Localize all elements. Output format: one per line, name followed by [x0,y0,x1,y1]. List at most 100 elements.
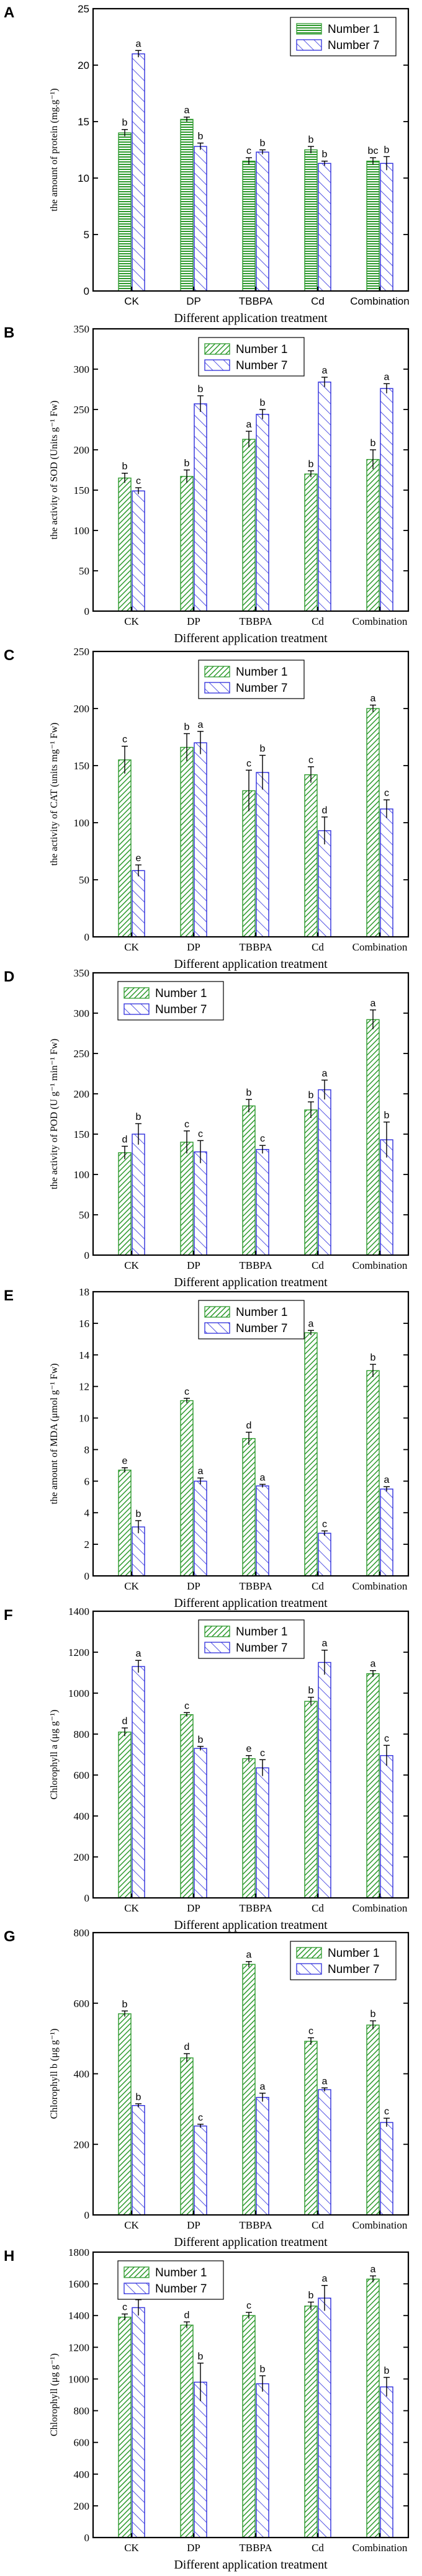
significance-letter: b [198,2351,204,2362]
legend: Number 1 Number 7 [198,1300,305,1339]
y-tick-label: 600 [74,1998,90,2010]
y-tick-label: 50 [79,1209,89,1221]
legend-label-1: Number 1 [328,1947,379,1960]
y-tick-label: 0 [84,285,89,297]
legend-label-1: Number 1 [155,2266,207,2279]
significance-letter: c [184,1119,189,1130]
x-tick-label: Combination [352,2542,408,2554]
legend-label-1: Number 1 [328,23,379,36]
significance-letter: d [246,1420,252,1431]
significance-letter: b [322,150,328,160]
y-tick-label: 400 [74,1810,90,1822]
y-tick-label: 100 [74,817,90,829]
plot-frame [92,650,410,938]
y-tick-label: 1400 [68,1606,89,1617]
significance-letter: b [122,118,128,128]
bar-number-7-cd [318,830,331,937]
y-tick-label: 0 [84,1570,90,1582]
y-tick-label: 5 [84,229,89,241]
significance-letter: b [198,384,204,395]
bar-number-7-combination [380,2122,393,2216]
significance-letter: c [384,2106,389,2117]
y-tick-label: 600 [74,1769,90,1781]
x-tick-label: CK [124,1259,139,1271]
y-tick-label: 200 [74,1088,90,1100]
bar-number-1-ck [118,477,132,612]
legend-label-2: Number 7 [236,1642,287,1655]
x-tick-label: TBBPA [239,1902,272,1914]
legend-swatch-1 [123,987,150,999]
y-axis-label: the activity of SOD (Units g⁻¹ Fw) [49,401,60,540]
legend-swatch-1 [296,1947,322,1959]
significance-letter: a [246,419,252,430]
legend-swatch-2 [204,1642,230,1653]
significance-letter: b [308,1686,314,1696]
y-tick-label: 2 [84,1539,90,1550]
significance-letter: a [136,1648,141,1659]
y-tick-label: 12 [79,1381,89,1393]
y-tick-label: 10 [79,1413,89,1424]
bar-number-1-dp [180,2324,194,2538]
significance-letter: b [198,132,204,142]
legend: Number 1 Number 7 [117,981,224,1021]
significance-letter: a [260,2082,266,2092]
legend-label-2: Number 7 [155,2283,207,2296]
significance-letter: c [122,735,127,745]
significance-letter: a [370,2264,376,2274]
significance-letter: c [260,1748,265,1758]
y-tick-label: 15 [78,116,89,128]
plot-frame [92,1290,410,1577]
y-tick-label: 400 [74,2068,90,2080]
bar-number-7-cd [318,382,331,612]
y-tick-label: 1000 [68,2373,89,2385]
significance-letter: c [322,1519,327,1529]
bar-number-7-cd [318,163,331,292]
significance-letter: b [384,145,390,155]
y-tick-label: 0 [84,2532,90,2544]
significance-letter: a [322,2076,328,2086]
plot-frame [92,1610,410,1899]
bar-number-7-tbbpa [256,1485,269,1576]
legend-swatch-1 [204,1626,230,1637]
y-tick-label: 50 [79,874,89,886]
significance-letter: b [308,135,314,145]
significance-letter: c [198,1129,203,1139]
y-tick-label: 200 [74,2139,90,2150]
significance-letter: b [308,1090,314,1101]
x-tick-label: Combination [352,1580,408,1592]
x-tick-label: Cd [312,1902,324,1914]
y-tick-label: 1000 [68,1688,89,1699]
bar-number-7-cd [318,2297,331,2538]
significance-letter: b [136,1112,141,1122]
bar-number-1-dp [180,2057,194,2216]
x-tick-label: TBBPA [239,295,273,307]
bar-number-1-tbbpa [242,790,256,937]
bar-number-7-dp [194,1151,207,1256]
y-axis-label: Chlorophyll (μg g⁻¹) [49,2353,60,2436]
plot-frame [92,7,410,292]
x-tick-label: TBBPA [239,615,272,627]
significance-letter: a [308,1318,314,1329]
bar-number-1-combination [366,1673,380,1898]
legend: Number 1 Number 7 [198,1619,305,1659]
x-tick-label: DP [187,1580,200,1592]
significance-letter: a [260,1472,266,1483]
significance-letter: b [246,1088,252,1098]
panel-letter: G [4,1928,16,1945]
bar-number-7-ck [132,490,145,612]
bar-number-7-ck [132,53,145,292]
bar-number-7-ck [132,870,145,937]
y-tick-label: 25 [78,3,89,15]
bar-number-7-tbbpa [256,1767,269,1898]
x-tick-label: CK [124,941,139,953]
significance-letter: c [308,2026,313,2036]
x-tick-label: TBBPA [239,2219,272,2231]
significance-letter: c [260,1134,265,1144]
bar-number-7-cd [318,1089,331,1256]
y-axis-label: Chlorophyll b (μg g⁻¹) [49,2029,60,2119]
x-tick-label: Combination [352,2219,408,2231]
significance-letter: b [184,722,190,732]
y-tick-label: 200 [74,2500,90,2512]
